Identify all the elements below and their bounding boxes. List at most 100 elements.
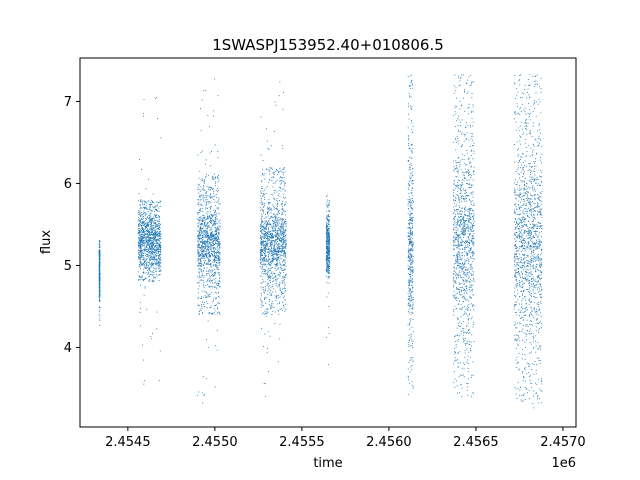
data-point	[207, 249, 209, 250]
data-point	[201, 280, 203, 282]
data-point	[208, 293, 210, 295]
data-point	[411, 213, 413, 214]
data-point	[207, 233, 208, 235]
data-point	[327, 246, 329, 248]
data-point	[207, 225, 209, 227]
data-point	[151, 218, 153, 219]
data-point	[197, 183, 199, 185]
data-point	[150, 244, 152, 246]
data-point	[205, 176, 207, 177]
data-point	[210, 292, 212, 294]
data-point	[199, 262, 201, 264]
data-point	[98, 280, 100, 282]
data-point	[285, 257, 287, 259]
data-point	[151, 243, 153, 245]
data-point	[145, 250, 147, 252]
data-point	[210, 271, 212, 273]
data-point	[211, 232, 212, 234]
data-point	[278, 252, 280, 254]
data-point	[144, 221, 146, 223]
data-point	[156, 328, 158, 330]
data-point	[283, 264, 285, 266]
data-point	[280, 203, 282, 205]
data-point	[273, 246, 275, 247]
data-point	[208, 286, 210, 288]
data-point	[470, 124, 472, 126]
data-point	[206, 239, 208, 241]
data-point	[455, 227, 457, 229]
data-point	[328, 209, 330, 211]
data-point	[412, 270, 414, 272]
data-point	[408, 344, 410, 346]
data-point	[260, 286, 262, 288]
data-point	[260, 220, 262, 222]
data-point	[219, 302, 221, 304]
data-point	[218, 255, 220, 257]
data-point	[412, 261, 413, 263]
data-point	[262, 261, 264, 263]
data-point	[282, 225, 284, 227]
data-point	[154, 213, 155, 215]
data-point	[144, 236, 146, 238]
data-point	[208, 259, 210, 261]
data-point	[216, 237, 217, 238]
data-point	[261, 260, 263, 262]
data-point	[213, 238, 215, 240]
data-point	[145, 222, 147, 224]
data-point	[139, 250, 141, 252]
data-point	[214, 177, 216, 179]
data-point	[204, 240, 206, 242]
data-point	[280, 218, 282, 219]
data-point	[407, 212, 409, 214]
data-point	[206, 263, 208, 264]
data-point	[328, 258, 330, 260]
data-point	[412, 267, 414, 269]
data-point	[98, 244, 100, 246]
data-point	[272, 224, 274, 226]
data-point	[155, 222, 157, 224]
data-point	[326, 217, 328, 219]
data-point	[409, 220, 411, 222]
data-point	[141, 221, 143, 223]
data-point	[205, 254, 206, 256]
data-point	[204, 232, 206, 233]
data-point	[203, 242, 205, 243]
data-point	[267, 207, 269, 209]
data-point	[329, 270, 330, 272]
data-point	[152, 234, 154, 236]
data-point	[284, 243, 286, 245]
data-point	[217, 250, 218, 251]
data-point	[156, 239, 158, 240]
data-point	[217, 232, 219, 234]
data-point	[201, 234, 203, 236]
data-point	[206, 201, 208, 203]
data-point	[142, 229, 144, 231]
data-point	[206, 215, 208, 217]
data-point	[411, 384, 413, 386]
data-point	[153, 245, 155, 247]
data-point	[411, 144, 413, 146]
data-point	[211, 274, 212, 276]
data-point	[210, 235, 212, 236]
data-point	[408, 208, 410, 210]
data-point	[148, 234, 150, 236]
data-point	[210, 222, 212, 224]
data-point	[283, 295, 285, 297]
data-point	[212, 255, 214, 257]
data-point	[216, 239, 218, 241]
data-point	[266, 244, 268, 246]
data-point	[151, 228, 153, 230]
data-point	[148, 267, 150, 269]
data-point	[412, 299, 414, 301]
data-point	[274, 189, 276, 191]
data-point	[207, 251, 209, 253]
data-point	[213, 209, 215, 211]
data-point	[270, 261, 272, 263]
data-point	[264, 333, 266, 335]
data-point	[197, 241, 199, 243]
data-point	[278, 251, 280, 253]
data-point	[282, 231, 284, 233]
data-point	[279, 238, 280, 240]
data-point	[214, 259, 215, 260]
data-point	[328, 249, 330, 251]
